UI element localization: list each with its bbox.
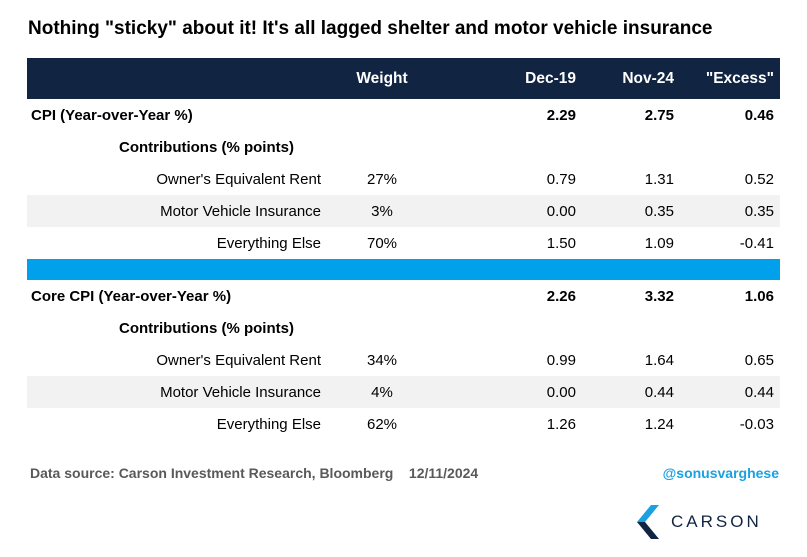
nov24-cell: 1.64 — [644, 351, 674, 369]
table-row: Motor Vehicle Insurance 4% 0.00 0.44 0.4… — [27, 376, 780, 408]
row-label: Owner's Equivalent Rent — [156, 170, 321, 188]
header-dec19: Dec-19 — [525, 69, 576, 87]
dec19-cell: 2.29 — [546, 106, 576, 124]
data-source-note: Data source: Carson Investment Research,… — [30, 465, 478, 481]
chart-title: Nothing "sticky" about it! It's all lagg… — [28, 18, 713, 39]
nov24-cell: 1.31 — [644, 170, 674, 188]
dec19-cell: 0.99 — [546, 351, 576, 369]
dec19-cell: 0.79 — [546, 170, 576, 188]
section-title: CPI (Year-over-Year %) — [31, 106, 193, 124]
header-weight: Weight — [356, 69, 408, 87]
nov24-cell: 0.35 — [644, 202, 674, 220]
table-row: Owner's Equivalent Rent 34% 0.99 1.64 0.… — [27, 344, 780, 376]
section-title: Core CPI (Year-over-Year %) — [31, 287, 232, 305]
excess-cell: -0.03 — [739, 415, 774, 433]
carson-chevron-icon — [637, 505, 659, 539]
contributions-row: Contributions (% points) — [27, 131, 780, 163]
row-label: Motor Vehicle Insurance — [160, 383, 321, 401]
table-row: Everything Else 70% 1.50 1.09 -0.41 — [27, 227, 780, 259]
excess-cell: -0.41 — [739, 234, 774, 252]
excess-cell: 0.65 — [744, 351, 774, 369]
nov24-cell: 1.09 — [644, 234, 674, 252]
weight-cell — [327, 280, 437, 312]
contributions-label: Contributions (% points) — [119, 319, 294, 337]
author-handle: @sonusvarghese — [662, 465, 779, 481]
section-separator — [27, 259, 780, 280]
excess-cell: 0.52 — [744, 170, 774, 188]
weight-cell: 70% — [366, 234, 398, 252]
contributions-label: Contributions (% points) — [119, 138, 294, 156]
weight-cell: 34% — [366, 351, 398, 369]
dec19-cell: 0.00 — [546, 383, 576, 401]
nov24-cell: 2.75 — [644, 106, 674, 124]
core-cpi-headline-row: Core CPI (Year-over-Year %) 2.26 3.32 1.… — [27, 280, 780, 312]
carson-logo: CARSON — [637, 505, 762, 539]
header-excess: "Excess" — [705, 69, 774, 87]
row-label: Everything Else — [216, 234, 321, 252]
header-nov24: Nov-24 — [622, 69, 674, 87]
nov24-cell: 3.32 — [644, 287, 674, 305]
weight-cell — [327, 99, 437, 131]
row-label: Owner's Equivalent Rent — [156, 351, 321, 369]
contributions-row: Contributions (% points) — [27, 312, 780, 344]
table-row: Owner's Equivalent Rent 27% 0.79 1.31 0.… — [27, 163, 780, 195]
excess-cell: 1.06 — [744, 287, 774, 305]
weight-cell: 62% — [366, 415, 398, 433]
data-source-text: Data source: Carson Investment Research,… — [30, 465, 394, 481]
logo-wordmark: CARSON — [671, 512, 762, 531]
cpi-table: Weight Dec-19 Nov-24 "Excess" CPI (Year-… — [27, 58, 780, 440]
nov24-cell: 1.24 — [644, 415, 674, 433]
cpi-headline-row: CPI (Year-over-Year %) 2.29 2.75 0.46 — [27, 99, 780, 131]
table-header-row: Weight Dec-19 Nov-24 "Excess" — [27, 58, 780, 99]
dec19-cell: 0.00 — [546, 202, 576, 220]
excess-cell: 0.46 — [744, 106, 774, 124]
header-label — [27, 58, 327, 99]
dec19-cell: 2.26 — [546, 287, 576, 305]
weight-cell: 3% — [371, 202, 393, 220]
dec19-cell: 1.50 — [546, 234, 576, 252]
nov24-cell: 0.44 — [644, 383, 674, 401]
weight-cell: 27% — [366, 170, 398, 188]
weight-cell: 4% — [371, 383, 393, 401]
dec19-cell: 1.26 — [546, 415, 576, 433]
row-label: Motor Vehicle Insurance — [160, 202, 321, 220]
excess-cell: 0.35 — [744, 202, 774, 220]
table-row: Everything Else 62% 1.26 1.24 -0.03 — [27, 408, 780, 440]
data-date: 12/11/2024 — [408, 465, 479, 481]
excess-cell: 0.44 — [744, 383, 774, 401]
row-label: Everything Else — [216, 415, 321, 433]
table-row: Motor Vehicle Insurance 3% 0.00 0.35 0.3… — [27, 195, 780, 227]
